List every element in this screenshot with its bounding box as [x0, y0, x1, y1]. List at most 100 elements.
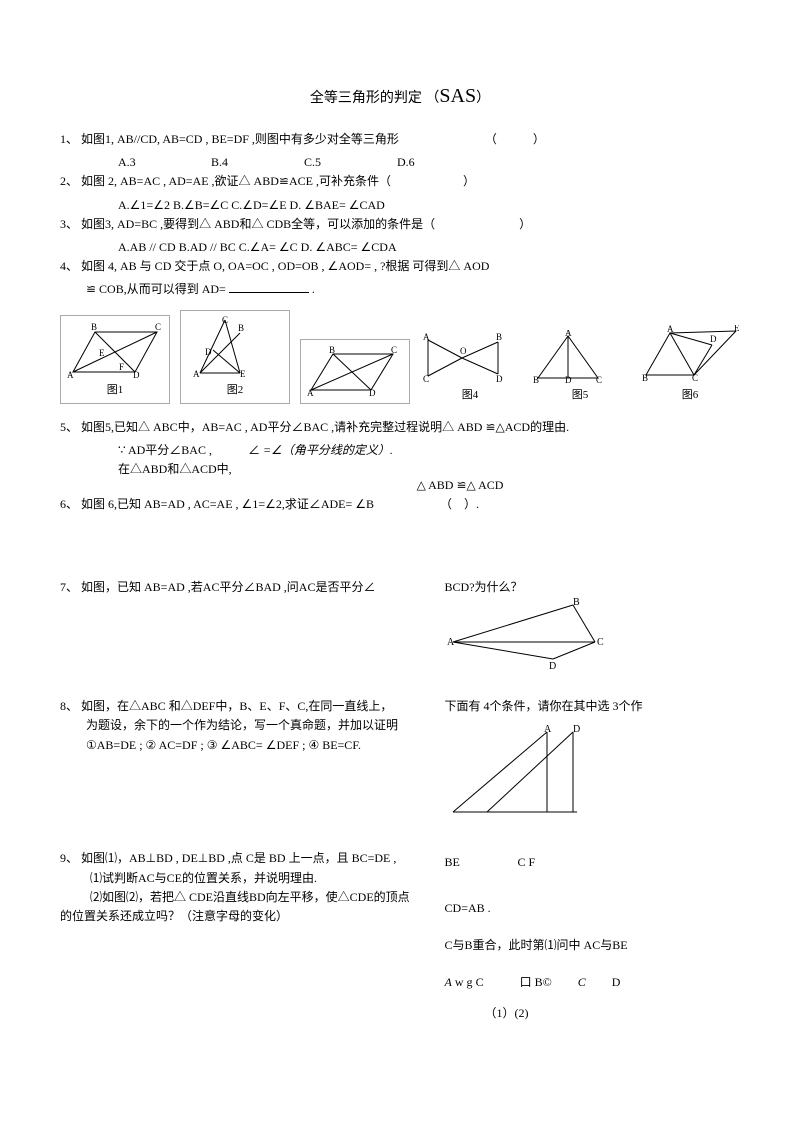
svg-text:C: C [222, 315, 228, 325]
q9-r4e: C [578, 975, 586, 989]
svg-text:D: D [710, 334, 717, 344]
q2-optC: C.∠D=∠E [231, 198, 286, 212]
q9-text1: 如图⑴，AB⊥BD , DE⊥BD ,点 C是 BD 上一点，且 BC=DE , [81, 851, 396, 865]
svg-text:C: C [597, 637, 604, 648]
fig4-cap: 图4 [420, 387, 520, 405]
svg-text:D: D [369, 388, 376, 398]
question-8: 8、 如图，在△ABC 和△DEF中，B、E、F、C,在同一直线上， 为题设，余… [60, 697, 740, 819]
question-4-line2: ≌ COB,从而可以得到 AD= . [60, 280, 740, 299]
q3-text: 如图3, AD=BC ,要得到△ ABD和△ CDB全等，可以添加的条件是（ ） [81, 217, 531, 231]
q1-optA: A.3 [118, 153, 208, 172]
q3-optA: A.AB // CD [118, 240, 176, 254]
q3-num: 3、 [60, 217, 78, 231]
q9-r1b: C F [518, 855, 536, 869]
svg-text:C: C [155, 322, 161, 332]
q1-optB: B.4 [211, 153, 301, 172]
svg-text:E: E [734, 325, 740, 333]
svg-text:A: A [423, 332, 430, 342]
q8-text3: ①AB=DE ; ② AC=DF ; ③ ∠ABC= ∠DEF ; ④ BE=C… [60, 736, 415, 755]
q9-r4f: D [612, 975, 621, 989]
question-3: 3、 如图3, AD=BC ,要得到△ ABD和△ CDB全等，可以添加的条件是… [60, 215, 740, 234]
q6-text: 如图 6,已知 AB=AD , AC=AE , ∠1=∠2,求证∠ADE= ∠B [81, 497, 374, 511]
fig6-cap: 图6 [640, 387, 740, 405]
svg-text:D: D [549, 661, 556, 672]
q9-r4b: w g [455, 975, 473, 989]
svg-text:A: A [193, 369, 200, 379]
svg-text:C: C [391, 345, 397, 355]
question-4: 4、 如图 4, AB 与 CD 交于点 O, OA=OC , OD=OB , … [60, 257, 740, 276]
svg-text:E: E [99, 348, 105, 358]
q9-r4a: A [445, 975, 452, 989]
q9-r1a: BE [445, 853, 515, 872]
figure-3: AB CD [300, 339, 410, 404]
q5-num: 5、 [60, 420, 78, 434]
svg-text:C: C [692, 373, 698, 383]
figure-2: CB AD E 图2 [180, 310, 290, 405]
page-title: 全等三角形的判定 （SAS） [60, 80, 740, 112]
q1-text: 如图1, AB//CD, AB=CD , BE=DF ,则图中有多少对全等三角形 [81, 132, 399, 146]
svg-text:O: O [460, 346, 467, 356]
svg-text:B: B [533, 375, 539, 385]
figure-6: BA CD E 图6 [640, 325, 740, 405]
svg-text:A: A [544, 724, 552, 735]
svg-text:A: A [565, 330, 572, 338]
q2-text: 如图 2, AB=AC , AD=AE ,欲证△ ABD≌ACE ,可补充条件（… [81, 174, 475, 188]
q1-optD: D.6 [397, 155, 415, 169]
q6-paren: （ ）. [440, 497, 479, 511]
fig2-cap: 图2 [185, 382, 285, 400]
q9-r4c: C [476, 975, 484, 989]
fig1-cap: 图1 [65, 382, 165, 400]
q3-optC: C.∠A= ∠C [239, 240, 298, 254]
title-main: 全等三角形的判定 [310, 91, 422, 106]
svg-text:D: D [565, 375, 572, 385]
svg-text:B: B [91, 322, 97, 332]
svg-text:D: D [496, 374, 503, 384]
q9-text3: ⑵如图⑵，若把△ CDE沿直线BD向左平移，使△CDE的顶点 [60, 888, 415, 907]
q6-num: 6、 [60, 497, 78, 511]
svg-text:B: B [496, 332, 502, 342]
q8-text2: 为题设，余下的一个作为结论，写一个真命题，并加以证明 [60, 716, 415, 735]
q3-optB: B.AD // BC [179, 240, 236, 254]
svg-text:D: D [205, 347, 212, 357]
svg-text:A: A [667, 325, 674, 334]
q1-optC: C.5 [304, 153, 394, 172]
svg-text:C: C [423, 374, 429, 384]
figure-5: A B D C 图5 [530, 330, 630, 405]
q1-paren: （ ） [485, 130, 545, 149]
q4-text2: ≌ COB,从而可以得到 AD= [86, 282, 226, 296]
q8-text1: 如图，在△ABC 和△DEF中，B、E、F、C,在同一直线上， [81, 699, 392, 713]
q4-blank [229, 280, 309, 293]
q7-text: 如图，已知 AB=AD ,若AC平分∠BAD ,问AC是否平分∠ [81, 580, 375, 594]
q2-options: A.∠1=∠2 B.∠B=∠C C.∠D=∠E D. ∠BAE= ∠CAD [60, 196, 740, 215]
svg-text:D: D [573, 724, 580, 735]
q9-text4: 的位置关系还成立吗？（注意字母的变化） [60, 907, 415, 926]
svg-text:A: A [447, 637, 455, 648]
q9-r5: （1）(2) [445, 1004, 740, 1023]
figure-8: A D [445, 724, 595, 819]
svg-text:A: A [67, 370, 74, 380]
q1-options: A.3 B.4 C.5 D.6 [60, 153, 740, 172]
title-sas: SAS [439, 85, 476, 107]
question-1: 1、 如图1, AB//CD, AB=CD , BE=DF ,则图中有多少对全等… [60, 130, 740, 149]
question-9: 9、 如图⑴，AB⊥BD , DE⊥BD ,点 C是 BD 上一点，且 BC=D… [60, 849, 740, 1023]
q2-num: 2、 [60, 174, 78, 188]
q4-text1: 如图 4, AB 与 CD 交于点 O, OA=OC , OD=OB , ∠AO… [81, 259, 489, 273]
svg-text:B: B [329, 345, 335, 355]
q9-num: 9、 [60, 851, 78, 865]
svg-text:B: B [573, 597, 580, 608]
q1-num: 1、 [60, 132, 78, 146]
q8-right: 下面有 4个条件，请你在其中选 3个作 [445, 697, 740, 716]
figures-row: B C A D E F 图1 C B A D E 图2 A B C D [60, 310, 740, 405]
q2-optB: B.∠B=∠C [173, 198, 228, 212]
figure-7: A B C D [445, 597, 605, 677]
svg-text:C: C [596, 375, 602, 385]
q5-text: 如图5,已知△ ABC中，AB=AC , AD平分∠BAC ,请补充完整过程说明… [81, 420, 569, 434]
q7-num: 7、 [60, 580, 78, 594]
figure-1: BC AD EF 图1 [60, 315, 170, 405]
question-7: 7、 如图，已知 AB=AD ,若AC平分∠BAD ,问AC是否平分∠ BCD?… [60, 578, 740, 677]
fig5-cap: 图5 [530, 387, 630, 405]
question-5: 5、 如图5,已知△ ABC中，AB=AC , AD平分∠BAC ,请补充完整过… [60, 418, 740, 437]
q8-num: 8、 [60, 699, 78, 713]
svg-text:F: F [119, 362, 124, 372]
q2-optD: D. ∠BAE= ∠CAD [290, 198, 385, 212]
